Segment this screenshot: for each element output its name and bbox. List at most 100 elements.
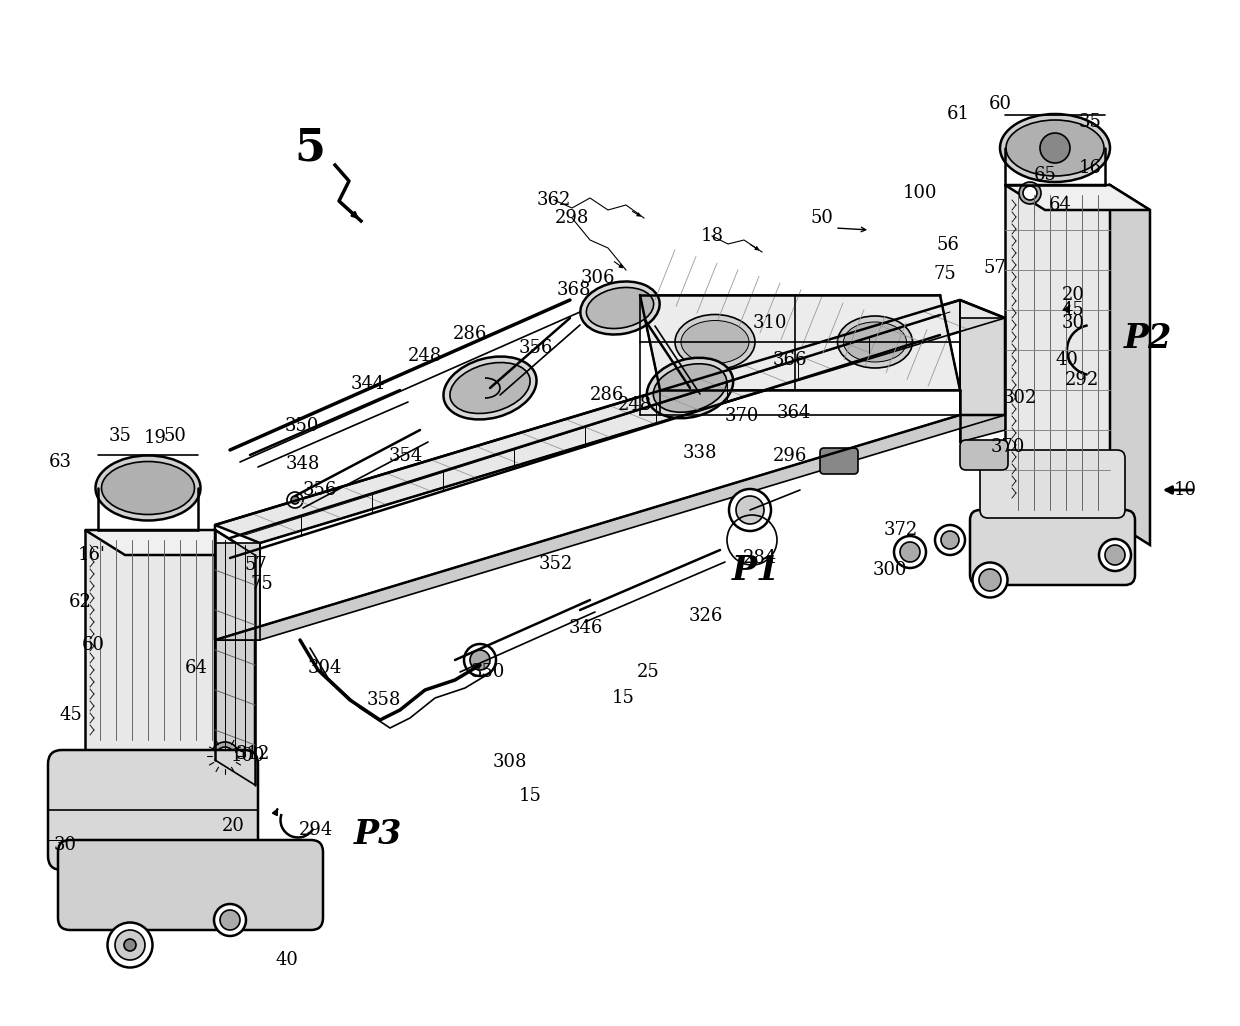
Ellipse shape [900, 542, 920, 562]
Text: 100: 100 [903, 184, 937, 202]
Text: 35: 35 [1079, 113, 1101, 131]
Text: 15: 15 [611, 689, 635, 707]
Text: 75: 75 [934, 265, 956, 283]
Text: 65: 65 [1034, 166, 1056, 184]
Text: 306: 306 [580, 269, 615, 287]
Text: 348: 348 [285, 455, 320, 473]
Text: 45: 45 [1061, 301, 1084, 319]
Text: 60: 60 [82, 636, 104, 654]
Text: 356: 356 [518, 339, 553, 357]
Text: 62: 62 [68, 593, 92, 611]
Text: 18: 18 [701, 227, 723, 245]
Ellipse shape [675, 315, 755, 369]
Polygon shape [640, 295, 960, 390]
Text: 300: 300 [873, 561, 908, 579]
Ellipse shape [681, 320, 749, 363]
Ellipse shape [737, 496, 764, 524]
Text: 302: 302 [1003, 389, 1037, 407]
Ellipse shape [215, 904, 246, 936]
Text: 40: 40 [275, 951, 299, 969]
Text: 248: 248 [408, 347, 443, 365]
Text: 308: 308 [492, 753, 527, 771]
Text: P3: P3 [353, 818, 402, 851]
Text: 344: 344 [351, 374, 386, 393]
Ellipse shape [1019, 182, 1042, 204]
Ellipse shape [286, 492, 303, 508]
Text: 326: 326 [688, 607, 723, 625]
Text: 364: 364 [776, 404, 811, 422]
Ellipse shape [464, 644, 496, 676]
Text: 25: 25 [636, 663, 660, 681]
Ellipse shape [653, 364, 727, 412]
Text: 294: 294 [299, 821, 334, 839]
Text: 296: 296 [773, 447, 807, 465]
Text: 50: 50 [164, 427, 186, 445]
Text: 50: 50 [811, 209, 833, 227]
Text: 372: 372 [884, 521, 918, 539]
Text: 16: 16 [1079, 159, 1101, 177]
Ellipse shape [972, 562, 1007, 597]
Text: 286: 286 [590, 386, 624, 404]
Text: 40: 40 [1055, 351, 1079, 369]
Polygon shape [215, 530, 255, 775]
Text: 366: 366 [773, 351, 807, 369]
Ellipse shape [587, 287, 653, 328]
FancyBboxPatch shape [970, 510, 1135, 585]
Ellipse shape [95, 456, 201, 520]
Text: 352: 352 [539, 555, 573, 573]
Text: 75: 75 [250, 575, 273, 593]
Text: 35: 35 [109, 427, 131, 445]
Polygon shape [86, 530, 255, 555]
Ellipse shape [219, 910, 241, 930]
Text: 15: 15 [518, 787, 542, 805]
Ellipse shape [108, 922, 153, 968]
Text: P2: P2 [1123, 321, 1172, 355]
Ellipse shape [291, 496, 299, 504]
Polygon shape [960, 378, 1004, 442]
Ellipse shape [647, 358, 733, 419]
Text: 350: 350 [285, 417, 319, 435]
Ellipse shape [580, 281, 660, 334]
Text: 20: 20 [1061, 286, 1085, 304]
Ellipse shape [1040, 133, 1070, 163]
Ellipse shape [211, 742, 239, 770]
Polygon shape [960, 318, 1004, 415]
Ellipse shape [1006, 120, 1104, 176]
Text: 312: 312 [236, 745, 270, 763]
Text: 30: 30 [1061, 314, 1085, 332]
Text: 284: 284 [743, 549, 777, 567]
Ellipse shape [894, 536, 926, 568]
Text: 5: 5 [295, 126, 325, 169]
Text: 64: 64 [185, 659, 207, 677]
FancyBboxPatch shape [980, 450, 1125, 518]
Text: 362: 362 [537, 191, 572, 209]
Ellipse shape [1105, 545, 1125, 565]
Ellipse shape [470, 650, 490, 670]
Polygon shape [215, 543, 260, 640]
Text: 100: 100 [231, 747, 265, 765]
Text: 20: 20 [222, 817, 244, 835]
Polygon shape [1004, 185, 1110, 520]
Ellipse shape [450, 362, 529, 413]
Text: 56: 56 [936, 236, 960, 254]
Ellipse shape [999, 114, 1110, 182]
Text: 60: 60 [988, 95, 1012, 113]
Text: 354: 354 [389, 447, 423, 465]
Text: 346: 346 [569, 619, 603, 637]
Text: 298: 298 [554, 209, 589, 227]
Text: 57: 57 [244, 556, 268, 574]
Text: 304: 304 [308, 659, 342, 677]
Text: 63: 63 [48, 453, 72, 471]
Ellipse shape [843, 322, 906, 362]
Polygon shape [215, 415, 1004, 640]
Ellipse shape [729, 489, 771, 531]
Ellipse shape [1099, 539, 1131, 571]
Text: 350: 350 [471, 663, 505, 681]
FancyBboxPatch shape [58, 840, 322, 930]
Polygon shape [1004, 185, 1149, 210]
Polygon shape [86, 530, 215, 750]
Text: 64: 64 [1049, 196, 1071, 214]
Text: 370: 370 [725, 407, 759, 425]
Text: 338: 338 [683, 444, 717, 462]
Text: P1: P1 [732, 553, 780, 587]
